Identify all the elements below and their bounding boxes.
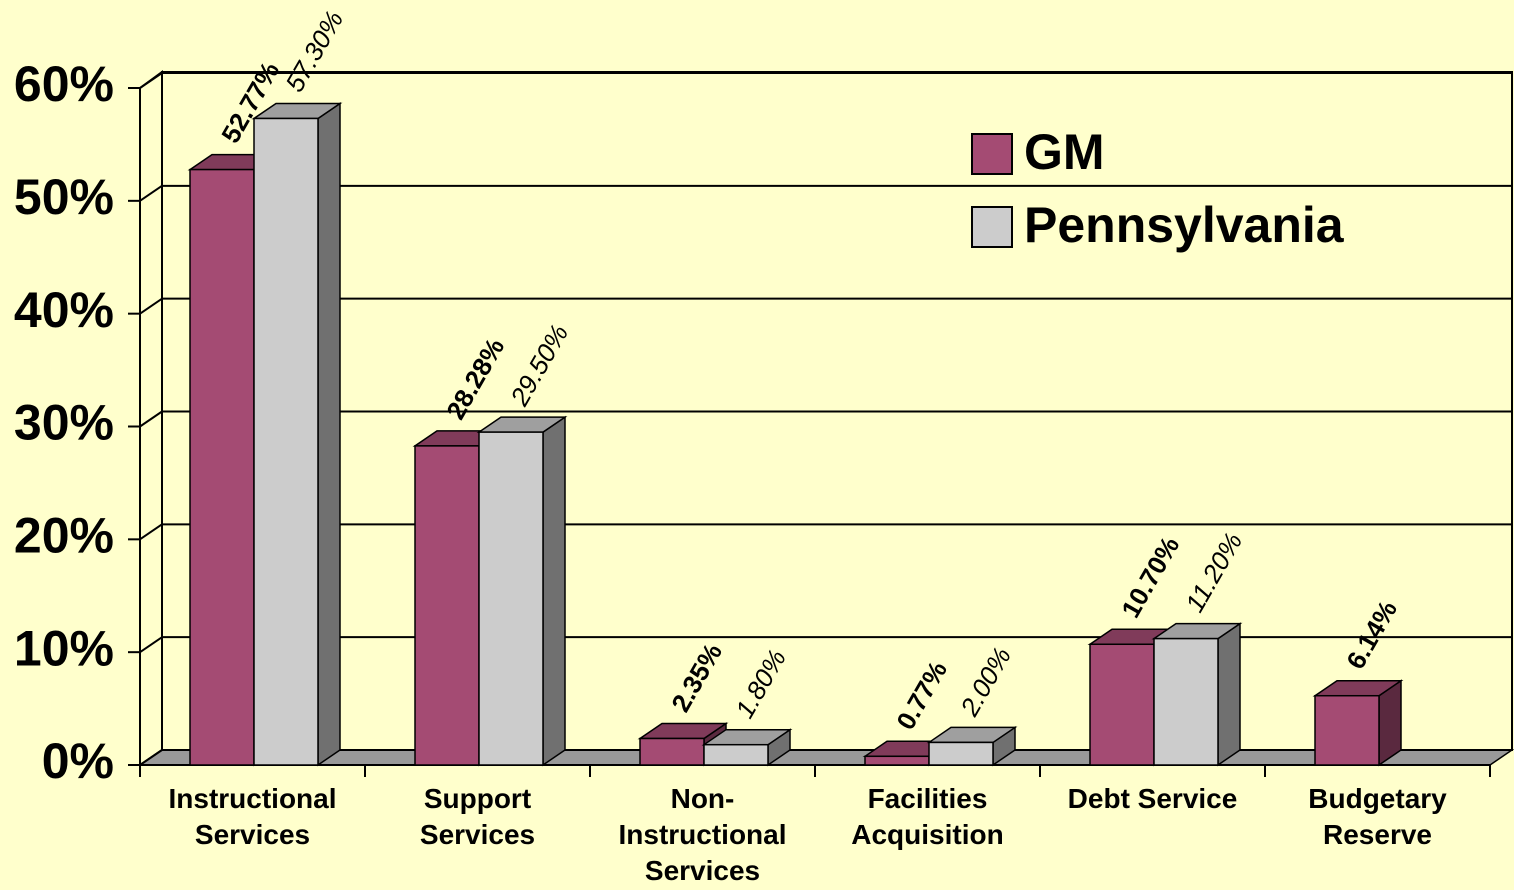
x-tick-label: Facilities Acquisition <box>851 783 1003 850</box>
bar <box>478 431 544 766</box>
grid-line-side <box>139 297 163 315</box>
bar-side <box>542 415 566 767</box>
y-tick-label: 30% <box>14 395 114 451</box>
x-tick-label: Non-Instructional Services <box>618 783 786 886</box>
y-tick-label: 50% <box>14 169 114 225</box>
grid-line-side <box>139 72 163 89</box>
bar <box>639 737 705 766</box>
legend-label: GM <box>1024 124 1105 180</box>
bar <box>1089 643 1155 766</box>
legend-label: Pennsylvania <box>1024 197 1345 253</box>
x-tick-label: Budgetary Reserve <box>1308 783 1447 850</box>
x-tick-label: Instructional Services <box>168 783 336 850</box>
bar <box>414 445 480 766</box>
bar <box>1314 694 1380 766</box>
bar-side <box>317 102 341 767</box>
floor <box>137 749 1514 766</box>
bar-side <box>1217 622 1241 767</box>
y-tick-label: 0% <box>42 733 114 789</box>
y-tick-label: 20% <box>14 508 114 564</box>
legend-swatch <box>971 206 1013 248</box>
x-tick-label: Support Services <box>420 783 535 850</box>
grid-line-side <box>139 749 163 766</box>
bar <box>189 168 255 766</box>
grid-line-side <box>139 523 163 541</box>
bar <box>864 755 930 766</box>
bar <box>703 743 769 766</box>
grid-line-side <box>139 410 163 428</box>
x-tick-label: Debt Service <box>1068 783 1238 814</box>
bar <box>1153 637 1219 766</box>
grid-line-side <box>139 185 163 202</box>
y-tick-label: 40% <box>14 282 114 338</box>
grid-line-side <box>139 636 163 653</box>
y-tick-label: 60% <box>14 56 114 112</box>
bar <box>928 741 994 766</box>
bar <box>253 117 319 766</box>
y-tick-label: 10% <box>14 620 114 676</box>
legend-swatch <box>971 133 1013 175</box>
